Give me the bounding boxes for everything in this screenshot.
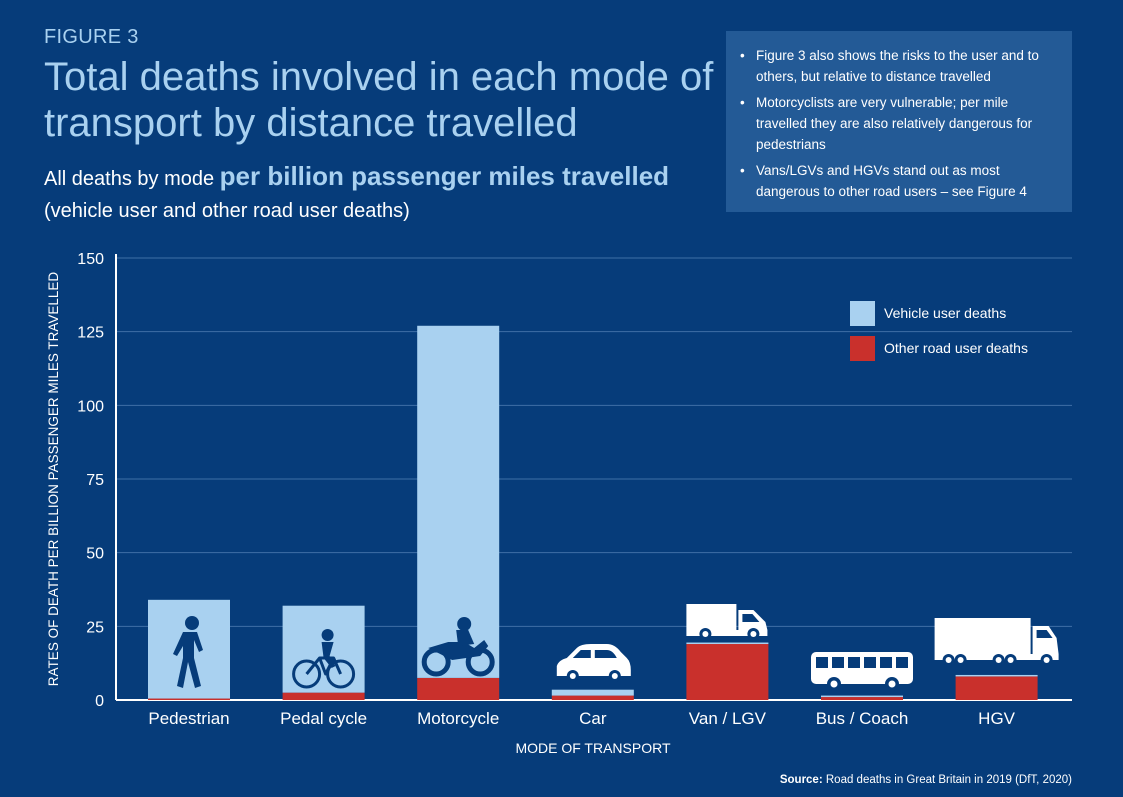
legend-label: Vehicle user deaths xyxy=(884,305,1006,321)
y-tick-label: 100 xyxy=(77,398,104,415)
chart-title: Total deaths involved in each mode of tr… xyxy=(44,55,714,145)
bicycle-icon xyxy=(292,629,356,689)
y-tick-label: 0 xyxy=(95,693,104,710)
x-tick-label: Pedal cycle xyxy=(280,709,367,728)
note-item: Vans/LGVs and HGVs stand out as most dan… xyxy=(740,160,1056,202)
subtitle-suffix: (vehicle user and other road user deaths… xyxy=(44,200,410,222)
legend-swatch xyxy=(850,336,875,361)
x-tick-label: Motorcycle xyxy=(417,709,499,728)
bar-other-road-user xyxy=(821,697,903,700)
bar-other-road-user xyxy=(551,695,634,700)
note-item: Figure 3 also shows the risks to the use… xyxy=(740,45,1056,87)
source-note: Source: Road deaths in Great Britain in … xyxy=(780,774,1072,786)
bar-vehicle-user xyxy=(955,674,1038,677)
bar-vehicle-user xyxy=(417,325,500,678)
x-tick-label: HGV xyxy=(978,709,1016,728)
legend-label: Other road user deaths xyxy=(884,340,1028,356)
hgv-icon xyxy=(934,618,1059,666)
bus-icon xyxy=(811,652,913,691)
y-tick-label: 75 xyxy=(86,472,104,489)
y-tick-label: 25 xyxy=(86,619,104,636)
chart-subtitle: All deaths by mode per billion passenger… xyxy=(44,160,724,227)
figure-label: FIGURE 3 xyxy=(44,26,139,48)
bar-vehicle-user xyxy=(686,642,769,645)
bar-vehicle-user xyxy=(821,695,903,698)
source-label: Source: xyxy=(779,774,823,786)
x-tick-label: Bus / Coach xyxy=(816,709,909,728)
x-tick-label: Pedestrian xyxy=(148,709,229,728)
note-item: Motorcyclists are very vulnerable; per m… xyxy=(740,92,1056,155)
notes-panel: Figure 3 also shows the risks to the use… xyxy=(726,31,1072,212)
x-tick-label: Car xyxy=(579,709,607,728)
bar-vehicle-user xyxy=(551,689,634,696)
pedestrian-icon xyxy=(173,616,203,688)
source-text: Road deaths in Great Britain in 2019 (Df… xyxy=(825,774,1072,786)
subtitle-highlight: per billion passenger miles travelled xyxy=(219,161,670,191)
y-axis-label: RATES OF DEATH PER BILLION PASSENGER MIL… xyxy=(46,272,61,687)
bar-other-road-user xyxy=(417,677,500,700)
y-tick-label: 50 xyxy=(86,546,104,563)
legend-swatch xyxy=(850,301,875,326)
car-icon xyxy=(556,644,631,682)
x-tick-label: Van / LGV xyxy=(689,709,767,728)
bar-other-road-user xyxy=(686,644,769,700)
bar-other-road-user xyxy=(148,698,230,700)
bar-other-road-user xyxy=(955,676,1038,700)
motorcycle-icon xyxy=(421,617,495,677)
subtitle-prefix: All deaths by mode xyxy=(44,168,215,190)
y-tick-label: 150 xyxy=(77,251,104,268)
y-tick-label: 125 xyxy=(77,325,104,342)
van-icon xyxy=(686,604,768,640)
x-axis-label: MODE OF TRANSPORT xyxy=(515,740,671,756)
bar-other-road-user xyxy=(282,692,365,700)
